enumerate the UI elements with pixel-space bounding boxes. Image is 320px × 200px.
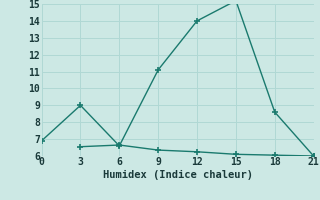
X-axis label: Humidex (Indice chaleur): Humidex (Indice chaleur): [103, 170, 252, 180]
